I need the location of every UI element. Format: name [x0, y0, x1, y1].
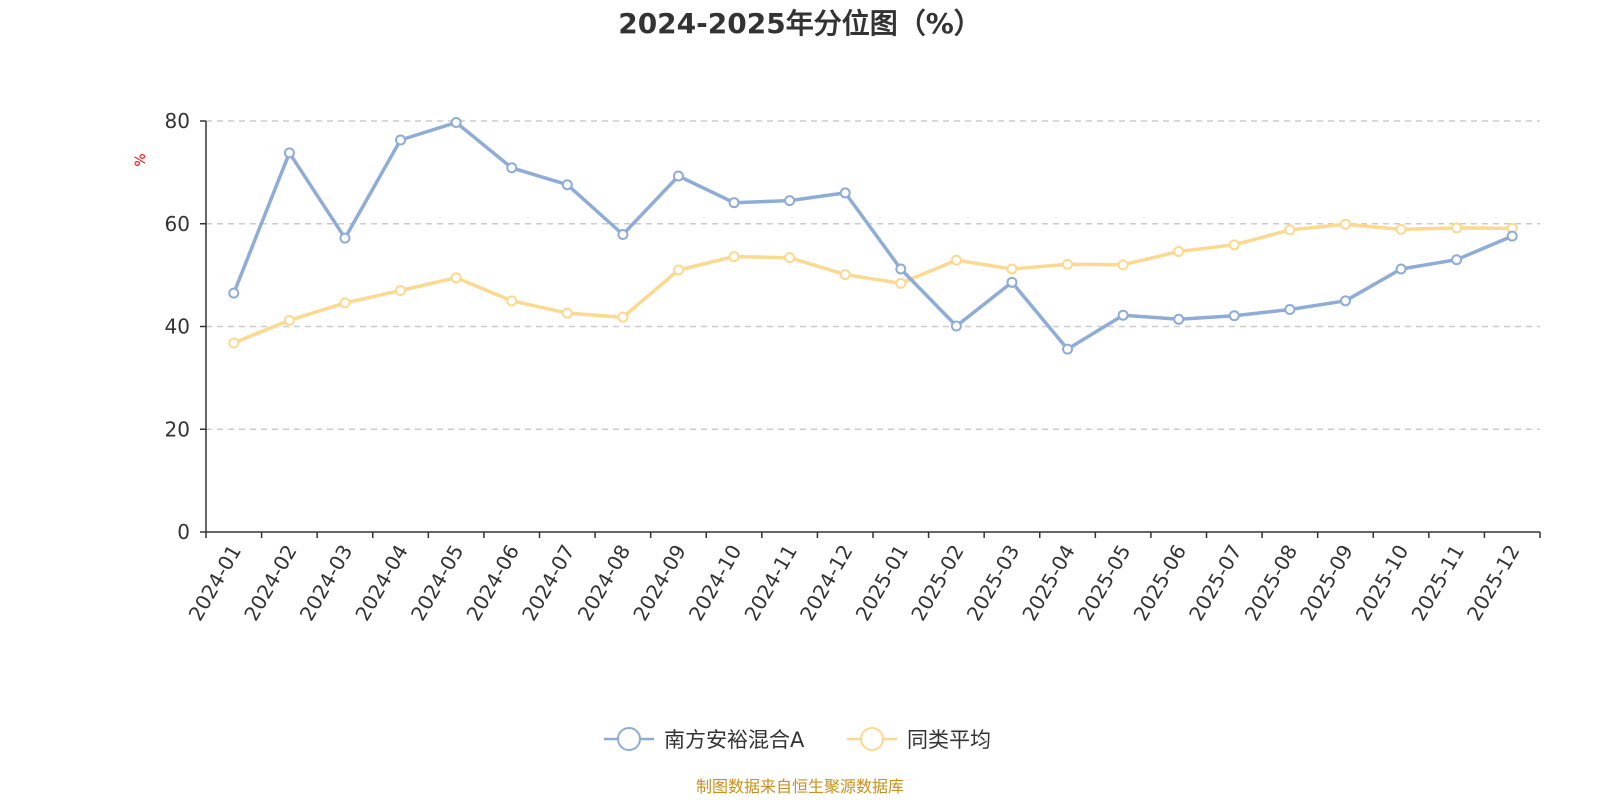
series-line	[232, 120, 1513, 351]
x-tick-label: 2024-11	[739, 541, 802, 625]
grid-lines	[206, 120, 1540, 430]
x-tick-label: 2025-08	[1240, 541, 1303, 625]
data-point	[1173, 245, 1185, 257]
data-point	[228, 337, 240, 349]
x-tick-label: 2024-06	[461, 541, 524, 625]
x-tick-label: 2024-08	[573, 541, 636, 625]
x-tick-label: 2024-12	[795, 541, 858, 625]
x-tick-label: 2025-03	[962, 540, 1025, 624]
data-point	[1173, 313, 1185, 325]
x-tick-label: 2024-10	[684, 541, 747, 625]
x-tick-label: 2024-04	[350, 541, 413, 625]
data-point	[728, 197, 740, 209]
data-point	[1117, 259, 1129, 271]
x-tick-label: 2025-09	[1295, 541, 1358, 625]
x-tick-label: 2025-02	[906, 541, 969, 625]
data-point	[728, 251, 740, 263]
legend-marker-icon	[860, 727, 884, 751]
data-point	[395, 285, 407, 297]
chart-title: 2024-2025年分位图（%）	[618, 7, 982, 40]
data-point	[1451, 222, 1463, 234]
data-source-note: 制图数据来自恒生聚源数据库	[696, 777, 904, 796]
y-tick-label: 60	[165, 212, 190, 236]
data-point	[506, 295, 518, 307]
y-tick-label: 80	[165, 109, 190, 133]
data-point	[617, 311, 629, 323]
x-tick-label: 2024-09	[628, 541, 691, 625]
x-tick-label: 2024-05	[406, 541, 469, 625]
y-tick-label: 20	[165, 417, 190, 441]
data-point	[617, 229, 629, 241]
series	[228, 117, 1518, 355]
data-point	[228, 287, 240, 299]
x-tick-label: 2025-07	[1184, 541, 1247, 625]
data-point	[1339, 218, 1351, 230]
data-point	[672, 264, 684, 276]
data-point	[1451, 254, 1463, 266]
x-tick-label: 2025-04	[1017, 541, 1080, 625]
data-point	[672, 170, 684, 182]
data-point	[1339, 295, 1351, 307]
data-point	[784, 195, 796, 207]
x-tick-label: 2024-01	[184, 541, 247, 625]
data-point	[1006, 263, 1018, 275]
x-axis-ticks: 2024-012024-022024-032024-042024-052024-…	[184, 532, 1541, 625]
data-point	[1395, 223, 1407, 235]
data-point	[450, 117, 462, 129]
series	[228, 218, 1518, 349]
x-tick-label: 2025-11	[1406, 541, 1469, 625]
y-axis-unit-label: %	[133, 153, 149, 166]
legend-item[interactable]: 同类平均	[847, 727, 991, 752]
x-tick-label: 2024-03	[295, 541, 358, 625]
data-point	[1117, 309, 1129, 321]
data-point	[1062, 343, 1074, 355]
series-group	[228, 117, 1518, 355]
x-tick-label: 2025-01	[851, 541, 914, 625]
data-point	[839, 269, 851, 281]
y-tick-label: 0	[177, 520, 190, 544]
data-point	[1506, 230, 1518, 242]
data-point	[283, 314, 295, 326]
data-point	[395, 134, 407, 146]
data-point	[784, 252, 796, 264]
data-point	[339, 232, 351, 244]
data-point	[339, 297, 351, 309]
x-tick-label: 2025-10	[1351, 541, 1414, 625]
data-point	[1006, 276, 1018, 288]
y-axis-ticks: 0 20 40 60 80	[165, 109, 206, 544]
data-point	[1284, 224, 1296, 236]
x-tick-label: 2024-07	[517, 541, 580, 625]
legend-label: 同类平均	[907, 728, 991, 752]
x-tick-label: 2024-02	[239, 541, 302, 625]
data-point	[450, 272, 462, 284]
data-point	[283, 147, 295, 159]
x-tick-label: 2025-06	[1128, 541, 1191, 625]
data-point	[950, 254, 962, 266]
legend-label: 南方安裕混合A	[664, 728, 805, 752]
legend-item[interactable]: 南方安裕混合A	[604, 727, 805, 752]
data-point	[839, 187, 851, 199]
x-tick-label: 2025-12	[1462, 541, 1525, 625]
data-point	[561, 179, 573, 191]
series-line	[233, 222, 1513, 345]
data-point	[895, 277, 907, 289]
data-point	[561, 307, 573, 319]
legend: 南方安裕混合A 同类平均	[604, 727, 991, 752]
data-point	[1395, 263, 1407, 275]
data-point	[1228, 239, 1240, 251]
data-point	[1062, 258, 1074, 270]
data-point	[950, 320, 962, 332]
y-tick-label: 40	[165, 315, 190, 339]
data-point	[1284, 304, 1296, 316]
x-tick-label: 2025-05	[1073, 541, 1136, 625]
legend-marker-icon	[617, 727, 641, 751]
data-point	[895, 263, 907, 275]
data-point	[506, 162, 518, 174]
data-point	[1228, 310, 1240, 322]
